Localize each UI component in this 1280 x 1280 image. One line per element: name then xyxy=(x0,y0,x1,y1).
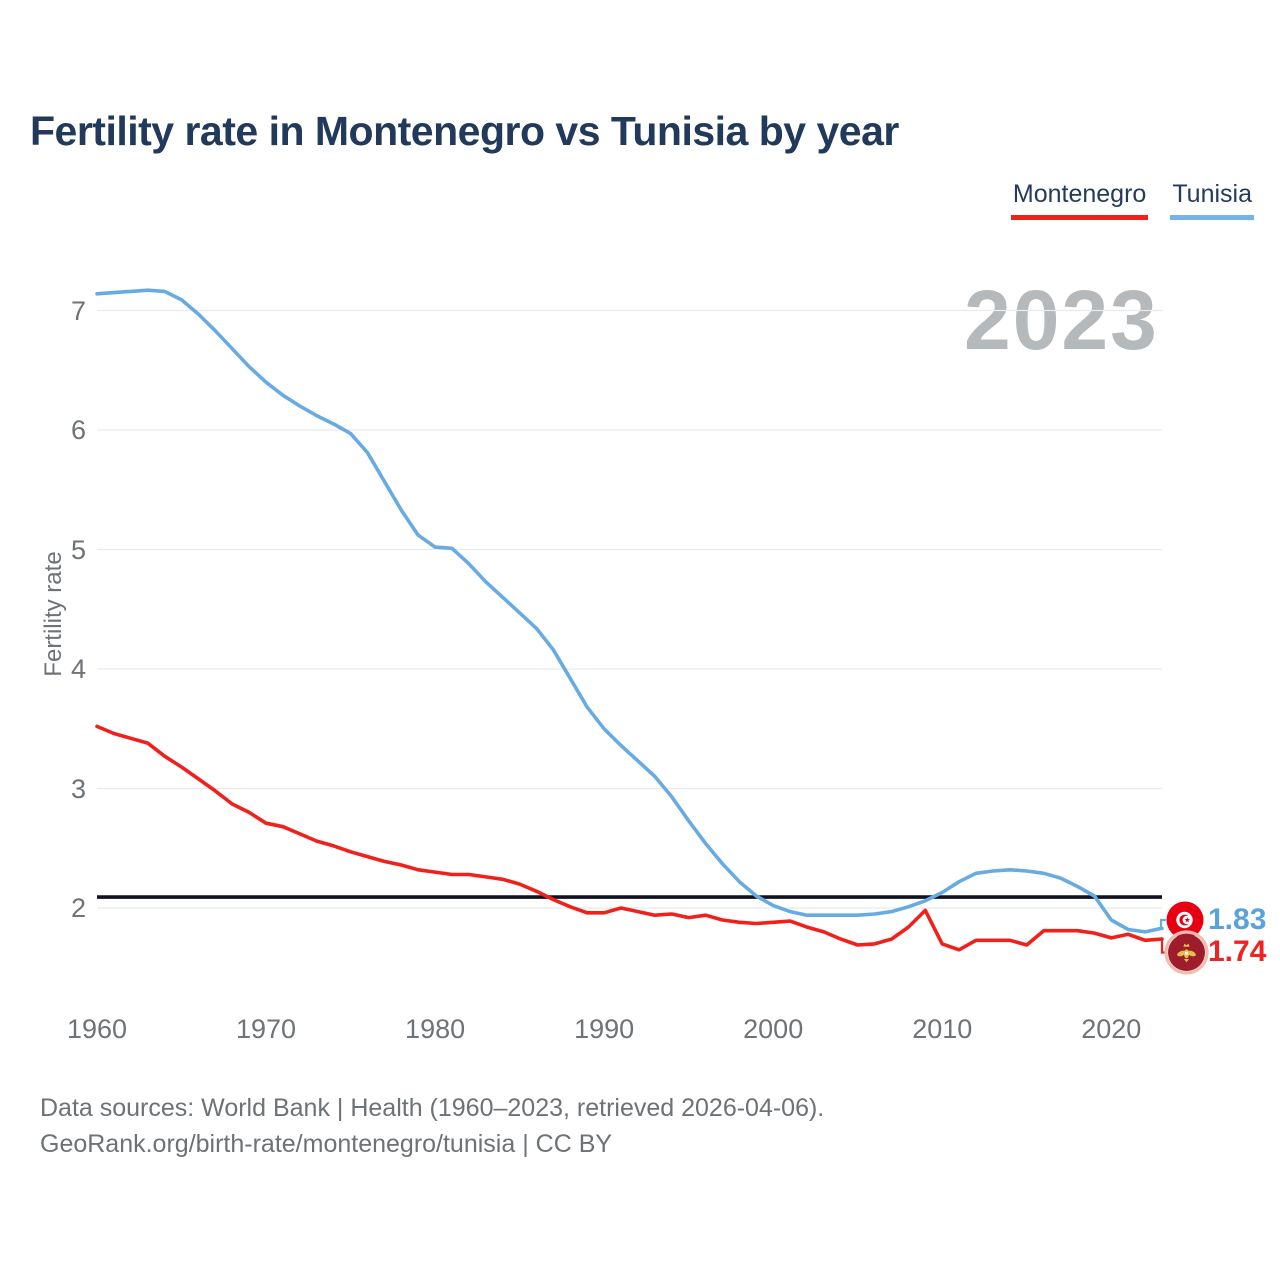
eagle-crown xyxy=(1183,943,1190,947)
eagle-tail xyxy=(1184,959,1189,963)
legend-item-tunisia[interactable]: Tunisia xyxy=(1170,180,1254,220)
montenegro-line[interactable] xyxy=(95,724,1164,952)
chart-title: Fertility rate in Montenegro vs Tunisia … xyxy=(30,108,899,154)
tunisia-flag xyxy=(1166,901,1204,939)
data-source-note: Data sources: World Bank | Health (1960–… xyxy=(40,1094,825,1122)
y-tick-label: 3 xyxy=(70,773,86,804)
x-tick-label: 1960 xyxy=(66,1014,128,1044)
eagle-shield xyxy=(1184,951,1189,955)
montenegro-flag-halo xyxy=(1164,930,1209,975)
year-watermark: 2023 xyxy=(964,273,1159,367)
tunisia-end-value: 1.83 xyxy=(1208,903,1267,936)
x-tick-label: 2020 xyxy=(1081,1014,1142,1044)
tunisia-line[interactable] xyxy=(95,288,1164,934)
legend-item-montenegro[interactable]: Montenegro xyxy=(1010,180,1149,220)
y-tick-label: 4 xyxy=(70,654,86,684)
tunisia-flag-star xyxy=(1184,917,1191,923)
x-tick-label: 2010 xyxy=(912,1014,973,1044)
x-tick-label: 1980 xyxy=(405,1014,466,1044)
footer: Data sources: World Bank | Health (1960–… xyxy=(40,1090,824,1162)
y-tick-label: 6 xyxy=(70,415,86,445)
eagle-left-wing xyxy=(1177,950,1186,957)
y-tick-label: 2 xyxy=(70,893,86,923)
attribution-note: GeoRank.org/birth-rate/montenegro/tunisi… xyxy=(40,1130,613,1158)
montenegro-end-value: 1.74 xyxy=(1208,935,1267,968)
y-tick-label: 7 xyxy=(70,295,86,326)
y-tick-label: 5 xyxy=(70,534,86,565)
x-tick-label: 2000 xyxy=(743,1014,804,1044)
montenegro-flag xyxy=(1164,930,1209,975)
legend: Montenegro Tunisia xyxy=(1010,180,1254,220)
tunisia-label-connector xyxy=(1158,918,1166,930)
eagle-right-wing xyxy=(1187,950,1196,957)
x-tick-label: 1990 xyxy=(574,1014,635,1044)
x-tick-label: 1970 xyxy=(236,1014,297,1044)
